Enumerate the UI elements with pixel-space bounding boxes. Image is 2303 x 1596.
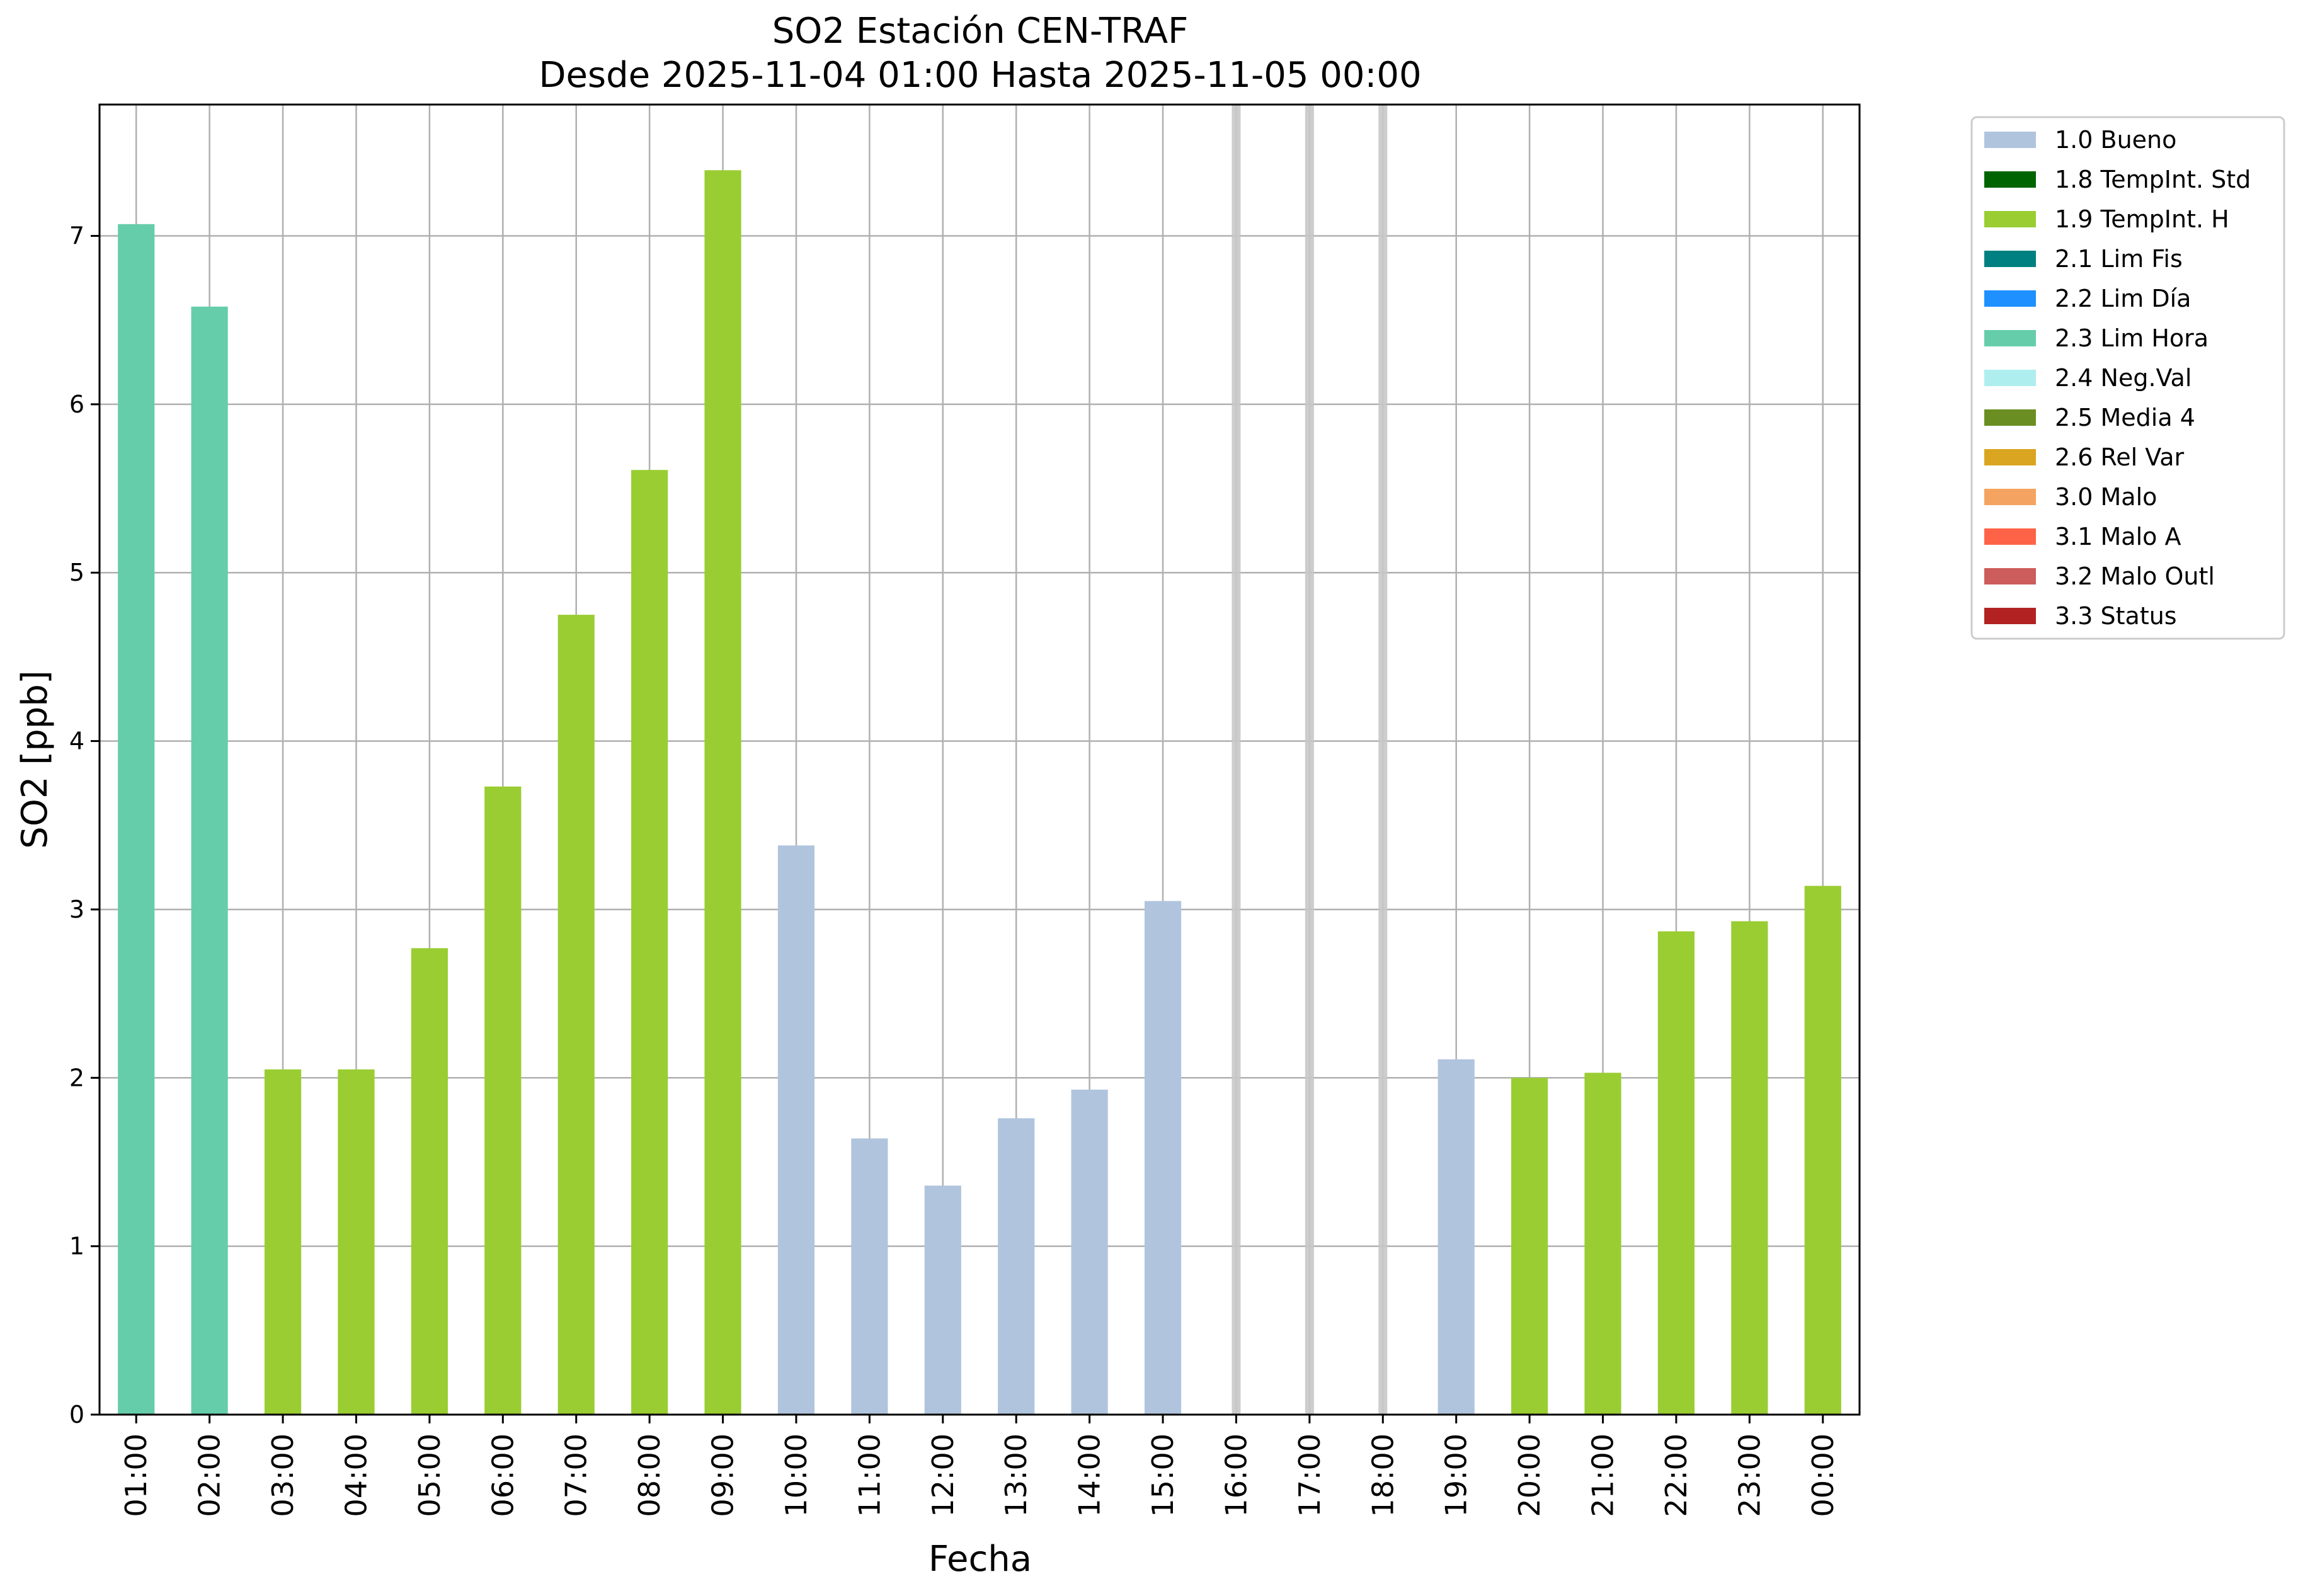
y-tick-label: 2 [69, 1064, 84, 1092]
bar [851, 1138, 888, 1415]
bar [777, 845, 815, 1415]
x-tick-label: 03:00 [266, 1434, 300, 1517]
legend-label: 2.3 Lim Hora [2055, 324, 2209, 352]
legend-swatch [1984, 370, 2036, 386]
x-tick-label: 12:00 [926, 1434, 960, 1517]
legend-label: 3.3 Status [2055, 602, 2177, 630]
missing-data-marker [1378, 105, 1388, 1415]
bars [118, 105, 1841, 1415]
x-tick-label: 06:00 [486, 1434, 520, 1517]
bar [484, 786, 522, 1415]
legend-label: 2.5 Media 4 [2055, 404, 2195, 431]
legend-swatch [1984, 568, 2036, 584]
y-tick-label: 5 [69, 559, 84, 586]
legend-label: 3.2 Malo Outl [2055, 562, 2215, 590]
legend-label: 2.1 Lim Fis [2055, 245, 2183, 273]
x-tick-label: 14:00 [1073, 1434, 1107, 1517]
x-tick-label: 16:00 [1219, 1434, 1253, 1517]
legend-box [1970, 116, 2285, 640]
legend-swatch [1984, 290, 2036, 307]
x-tick-label: 18:00 [1366, 1434, 1400, 1517]
bar [631, 470, 668, 1415]
y-tick-label: 0 [69, 1401, 84, 1428]
x-tick-label: 13:00 [999, 1434, 1033, 1517]
x-tick-label: 07:00 [559, 1434, 593, 1517]
chart-title: SO2 Estación CEN-TRAF [772, 11, 1189, 52]
x-tick-label: 10:00 [779, 1434, 813, 1517]
x-axis-label: Fecha [929, 1539, 1032, 1580]
y-axis-label: SO2 [ppb] [14, 670, 55, 848]
legend: 1.0 Bueno 1.8 TempInt. Std 1.9 TempInt. H 2… [1970, 116, 2285, 640]
x-tick-label: 22:00 [1659, 1434, 1693, 1517]
bar [1144, 901, 1182, 1415]
plot-frame [98, 103, 1861, 1416]
bar [264, 1069, 302, 1415]
missing-data-marker [1232, 105, 1241, 1415]
y-tick-label: 1 [69, 1233, 84, 1260]
legend-label: 2.4 Neg.Val [2055, 364, 2192, 392]
missing-data-marker [1305, 105, 1314, 1415]
bar [1511, 1078, 1548, 1415]
y-tick-label: 3 [69, 896, 84, 923]
bar [1071, 1090, 1108, 1415]
x-tick-label: 01:00 [119, 1434, 153, 1517]
y-tick-label: 6 [69, 390, 84, 418]
legend-swatch [1984, 171, 2036, 188]
legend-swatch [1984, 608, 2036, 624]
legend-swatch [1984, 489, 2036, 505]
x-tick-label: 02:00 [193, 1434, 227, 1517]
bar [704, 170, 741, 1415]
bar [924, 1185, 961, 1415]
x-tick-label: 21:00 [1586, 1434, 1620, 1517]
bar [1731, 921, 1768, 1415]
x-tick-label: 05:00 [413, 1434, 447, 1517]
x-tick-label: 20:00 [1512, 1434, 1546, 1517]
x-tick-label: 11:00 [852, 1434, 886, 1517]
bar [1804, 886, 1841, 1415]
x-tick-label: 08:00 [632, 1434, 666, 1517]
bar [1584, 1073, 1621, 1415]
legend-swatch [1984, 251, 2036, 267]
y-tick-label: 7 [69, 222, 84, 250]
bar [338, 1069, 375, 1415]
x-tick-label: 04:00 [339, 1434, 373, 1517]
bar [1657, 931, 1695, 1415]
y-axis-ticks: 0 1 2 3 4 5 6 7 [69, 222, 100, 1428]
x-axis-ticks: 01:00 02:00 03:00 04:00 05:00 06:00 07:00 08:00… [119, 1415, 1840, 1517]
bar [557, 615, 595, 1415]
bar [1437, 1059, 1475, 1415]
legend-swatch [1984, 449, 2036, 465]
legend-label: 2.6 Rel Var [2055, 443, 2185, 471]
legend-swatch [1984, 409, 2036, 426]
legend-label: 2.2 Lim Día [2055, 285, 2191, 312]
bar [118, 224, 155, 1415]
legend-label: 1.9 TempInt. H [2055, 205, 2229, 233]
x-tick-label: 19:00 [1439, 1434, 1473, 1517]
legend-swatch [1984, 132, 2036, 148]
x-tick-label: 15:00 [1146, 1434, 1180, 1517]
chart-subtitle: Desde 2025-11-04 01:00 Hasta 2025-11-05 … [539, 55, 1421, 96]
legend-label: 3.0 Malo [2055, 483, 2157, 511]
y-tick-label: 4 [69, 727, 84, 755]
legend-label: 1.8 TempInt. Std [2055, 166, 2251, 193]
x-tick-label: 09:00 [706, 1434, 740, 1517]
legend-label: 3.1 Malo A [2055, 523, 2181, 550]
legend-swatch [1984, 528, 2036, 545]
bar [998, 1118, 1035, 1415]
legend-swatch [1984, 330, 2036, 346]
x-tick-label: 00:00 [1806, 1434, 1840, 1517]
bar [411, 948, 448, 1415]
bar [191, 306, 228, 1415]
legend-swatch [1984, 211, 2036, 227]
x-tick-label: 23:00 [1732, 1434, 1766, 1517]
x-tick-label: 17:00 [1293, 1434, 1327, 1517]
legend-label: 1.0 Bueno [2055, 126, 2176, 154]
